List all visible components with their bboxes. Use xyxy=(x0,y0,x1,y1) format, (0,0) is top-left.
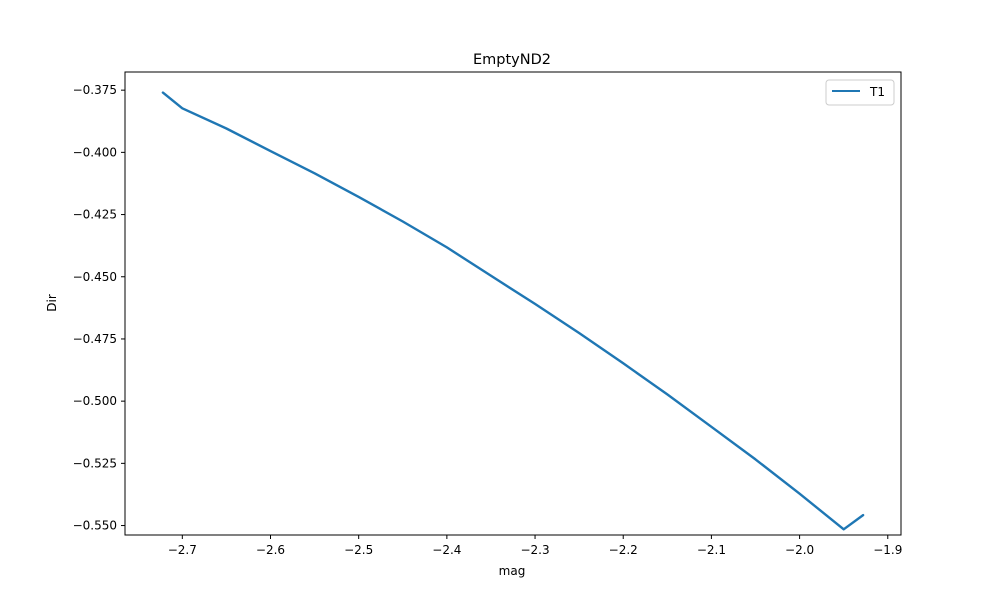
y-tick-label: −0.425 xyxy=(73,208,117,222)
y-tick-label: −0.450 xyxy=(73,270,117,284)
legend-label-t1: T1 xyxy=(869,85,885,99)
x-tick-label: −2.3 xyxy=(520,543,549,557)
series-line-t1 xyxy=(161,91,865,531)
x-tick-label: −2.2 xyxy=(609,543,638,557)
y-tick-label: −0.500 xyxy=(73,394,117,408)
x-tick-label: −1.9 xyxy=(873,543,902,557)
y-tick-label: −0.550 xyxy=(73,519,117,533)
x-tick-label: −2.6 xyxy=(256,543,285,557)
x-axis-label: mag xyxy=(499,564,526,578)
y-axis: −0.375 −0.400 −0.425 −0.450 −0.475 −0.500 −0.5… xyxy=(73,83,125,533)
series-layer xyxy=(161,91,865,531)
y-axis-label: Dir xyxy=(45,294,59,312)
x-axis: −2.7 −2.6 −2.5 −2.4 −2.3 −2.2 −2.1 −2.0 −1.9 xyxy=(168,535,902,557)
x-tick-label: −2.1 xyxy=(697,543,726,557)
legend: T1 xyxy=(825,79,895,106)
chart-title: EmptyND2 xyxy=(473,52,551,68)
y-tick-label: −0.475 xyxy=(73,332,117,346)
x-tick-label: −2.0 xyxy=(785,543,814,557)
x-tick-label: −2.4 xyxy=(432,543,461,557)
y-tick-label: −0.525 xyxy=(73,456,117,470)
plot-frame xyxy=(124,71,902,536)
y-tick-label: −0.400 xyxy=(73,145,117,159)
legend-box xyxy=(825,79,895,106)
y-tick-label: −0.375 xyxy=(73,83,117,97)
x-tick-label: −2.7 xyxy=(168,543,197,557)
x-tick-label: −2.5 xyxy=(344,543,373,557)
